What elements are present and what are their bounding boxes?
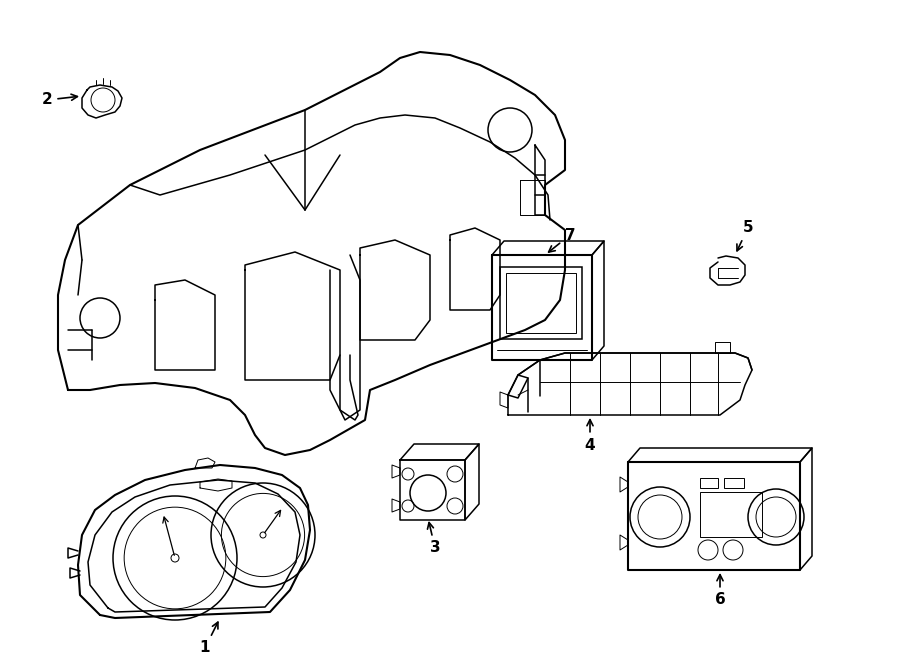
Text: 3: 3 [428, 522, 440, 555]
Text: 1: 1 [200, 622, 218, 656]
Bar [724, 478, 744, 488]
Text: 4: 4 [585, 420, 595, 453]
Bar [506, 273, 576, 333]
Text: 5: 5 [737, 221, 753, 251]
Bar [700, 492, 762, 537]
Text: 2: 2 [41, 93, 77, 108]
Bar [500, 267, 582, 339]
Text: 6: 6 [715, 574, 725, 607]
Text: 7: 7 [549, 227, 575, 252]
Bar [700, 478, 718, 488]
